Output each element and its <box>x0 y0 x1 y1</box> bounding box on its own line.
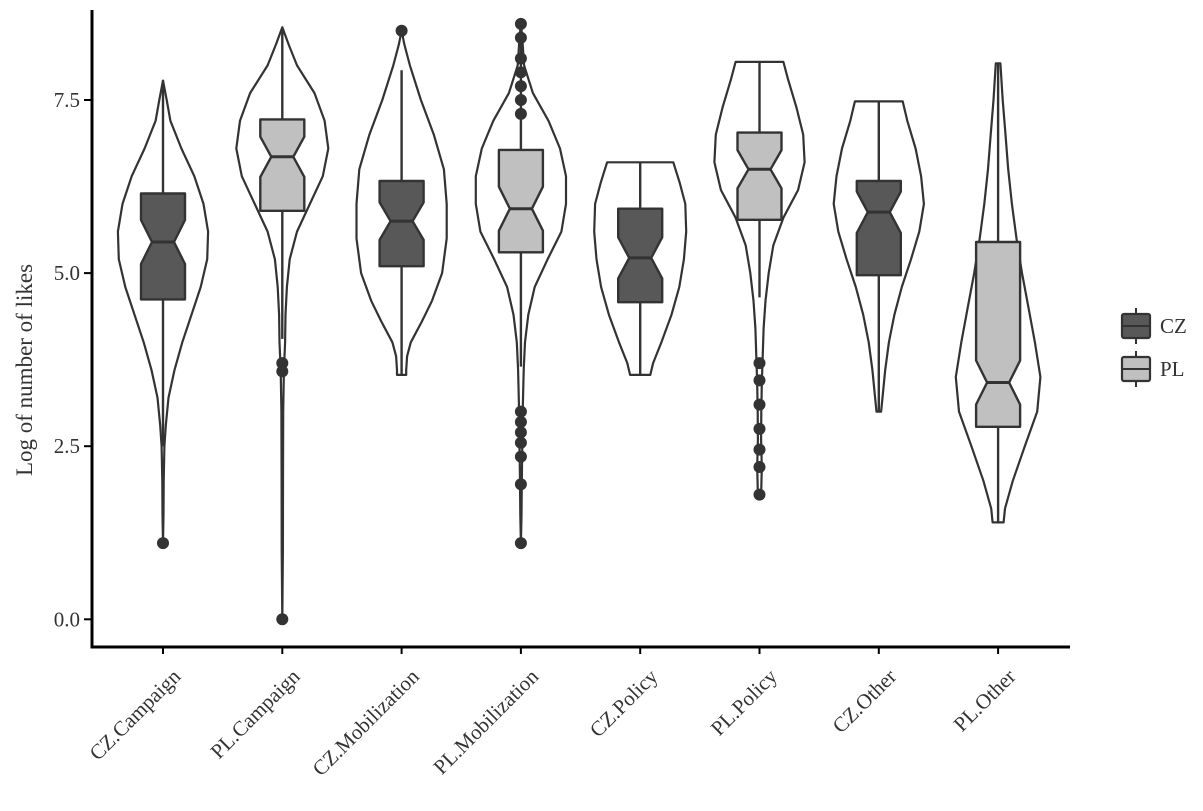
plot-area <box>116 17 1042 626</box>
violin-group-cz-other <box>832 100 925 413</box>
y-tick-label: 2.5 <box>54 434 80 458</box>
box <box>736 131 783 221</box>
x-tick-label: CZ.Mobilization <box>308 664 425 781</box>
legend-entry-cz: CZ <box>1120 308 1187 344</box>
x-tick-label: PL.Policy <box>706 664 782 740</box>
outlier-point <box>514 436 527 449</box>
outlier-point <box>514 52 527 65</box>
outlier-point <box>753 398 766 411</box>
x-tick-label: PL.Other <box>949 664 1021 736</box>
violin-group-pl-campaign <box>235 26 330 626</box>
outlier-point <box>753 357 766 370</box>
outlier-point <box>514 537 527 550</box>
outlier-point <box>276 613 289 626</box>
violin-group-cz-policy <box>593 161 688 376</box>
outlier-point <box>514 405 527 418</box>
legend: CZ PL <box>1120 308 1187 387</box>
y-tick-label: 7.5 <box>54 88 80 112</box>
x-tick-label: PL.Mobilization <box>428 664 543 779</box>
outlier-point <box>514 80 527 93</box>
outlier-point <box>514 415 527 428</box>
outlier-point <box>514 478 527 491</box>
violin-group-cz-campaign <box>116 79 210 550</box>
x-tick-label: CZ.Campaign <box>85 664 186 765</box>
box <box>378 179 425 268</box>
y-axis-label: Log of number of likes <box>12 264 37 476</box>
legend-label: PL <box>1160 357 1185 381</box>
outlier-point <box>514 66 527 79</box>
outlier-point <box>514 450 527 463</box>
legend-entry-pl: PL <box>1120 351 1185 387</box>
outlier-point <box>514 107 527 120</box>
x-tick-label: CZ.Policy <box>585 664 663 742</box>
outlier-point <box>514 426 527 439</box>
outlier-point <box>276 357 289 370</box>
outlier-point <box>514 17 527 30</box>
outlier-point <box>753 488 766 501</box>
outlier-point <box>157 537 169 550</box>
violin-group-cz-mobilization <box>355 24 448 376</box>
legend-label: CZ <box>1160 314 1187 338</box>
outlier-point <box>514 31 527 44</box>
outlier-point <box>753 460 766 473</box>
x-tick-label: CZ.Other <box>828 664 901 737</box>
outlier-point <box>753 422 766 435</box>
outlier-point <box>276 365 289 378</box>
outlier-point <box>753 443 766 456</box>
x-tick-label: PL.Campaign <box>206 664 305 763</box>
y-tick-label: 0.0 <box>54 607 80 631</box>
violin-group-pl-policy <box>713 60 806 501</box>
box <box>974 240 1022 428</box>
outlier-point <box>395 24 408 37</box>
box <box>855 179 902 277</box>
outlier-point <box>514 94 527 107</box>
box <box>497 148 545 254</box>
violin-group-pl-other <box>954 62 1042 524</box>
outlier-point <box>753 374 766 387</box>
y-tick-label: 5.0 <box>54 261 80 285</box>
box <box>139 192 187 301</box>
box <box>259 118 306 212</box>
violin-group-pl-mobilization <box>474 17 568 550</box>
axes: CZ.Campaign PL.Campaign CZ.Mobilization PL.… <box>54 10 1070 781</box>
box <box>617 207 664 304</box>
